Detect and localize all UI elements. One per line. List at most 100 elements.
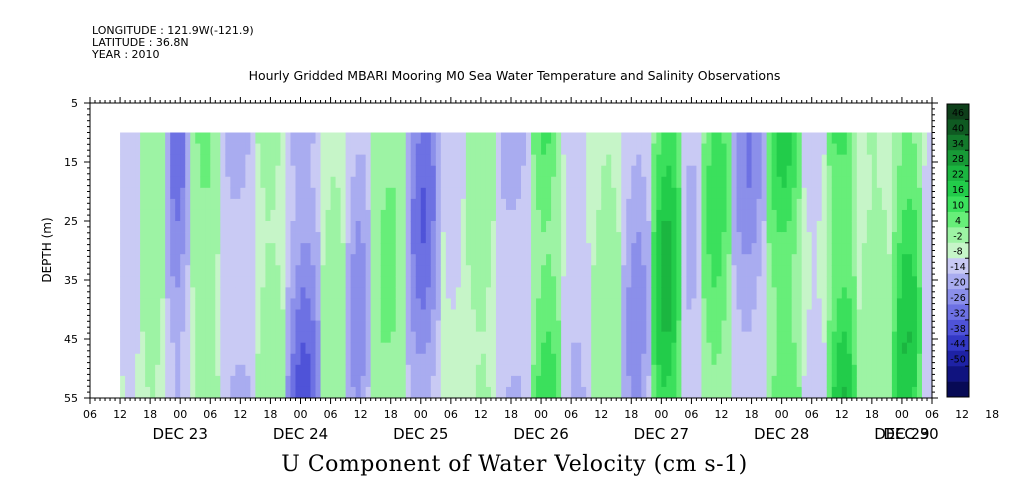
heatmap-cell <box>851 375 858 388</box>
heatmap-cell <box>305 243 311 255</box>
heatmap-cell <box>500 198 507 211</box>
heatmap-cell <box>516 276 522 288</box>
heatmap-cell <box>315 386 321 399</box>
heatmap-cell <box>726 320 732 333</box>
heatmap-cell <box>410 154 417 167</box>
heatmap-cell <box>581 187 587 200</box>
heatmap-cell <box>741 176 747 189</box>
heatmap-cell <box>420 143 427 156</box>
heatmap-cell <box>586 353 592 366</box>
heatmap-cell <box>536 320 542 333</box>
heatmap-cell <box>380 276 387 288</box>
heatmap-cell <box>415 309 422 321</box>
heatmap-cell <box>395 187 402 200</box>
heatmap-cell <box>400 221 407 233</box>
heatmap-cell <box>791 331 798 344</box>
heatmap-cell <box>340 353 347 366</box>
heatmap-cell <box>455 375 462 388</box>
heatmap-cell <box>485 375 492 388</box>
heatmap-cell <box>360 198 367 211</box>
heatmap-cell <box>856 320 863 333</box>
heatmap-cell <box>365 331 372 344</box>
heatmap-cell <box>811 364 818 377</box>
heatmap-cell <box>821 221 828 233</box>
heatmap-cell <box>365 386 372 399</box>
heatmap-cell <box>430 298 437 310</box>
heatmap-cell <box>470 187 477 200</box>
heatmap-cell <box>681 298 687 310</box>
heatmap-cell <box>160 187 166 200</box>
heatmap-cell <box>811 320 818 333</box>
heatmap-cell <box>641 165 647 178</box>
heatmap-cell <box>120 232 126 244</box>
heatmap-cell <box>626 331 632 344</box>
heatmap-cell <box>285 309 291 321</box>
heatmap-cell <box>736 154 742 167</box>
heatmap-cell <box>455 143 462 156</box>
heatmap-cell <box>796 353 803 366</box>
heatmap-cell <box>255 243 261 255</box>
heatmap-cell <box>200 209 206 222</box>
heatmap-cell <box>290 364 296 377</box>
heatmap-cell <box>375 243 382 255</box>
heatmap-cell <box>586 243 592 255</box>
heatmap-cell <box>210 176 216 189</box>
heatmap-cell <box>305 176 311 189</box>
heatmap-cell <box>801 165 808 178</box>
heatmap-cell <box>811 221 818 233</box>
heatmap-cell <box>200 198 206 211</box>
heatmap-cell <box>661 198 667 211</box>
heatmap-cell <box>250 375 256 388</box>
heatmap-cell <box>841 143 848 156</box>
heatmap-cell <box>210 187 216 200</box>
heatmap-cell <box>636 375 642 388</box>
heatmap-cell <box>576 287 582 299</box>
heatmap-cell <box>876 232 883 244</box>
heatmap-cell <box>255 320 261 333</box>
heatmap-cell <box>586 364 592 377</box>
heatmap-cell <box>781 143 788 156</box>
heatmap-cell <box>495 176 502 189</box>
heatmap-cell <box>531 187 537 200</box>
heatmap-cell <box>215 287 221 299</box>
heatmap-cell <box>365 187 372 200</box>
heatmap-cell <box>631 342 637 355</box>
heatmap-cell <box>425 276 432 288</box>
heatmap-cell <box>400 254 407 266</box>
heatmap-cell <box>170 198 176 211</box>
colorbar-swatch <box>947 350 969 367</box>
heatmap-cell <box>901 298 908 310</box>
heatmap-cell <box>781 276 788 288</box>
heatmap-cell <box>836 287 843 299</box>
heatmap-cell <box>310 165 316 178</box>
heatmap-cell <box>536 187 542 200</box>
heatmap-cell <box>150 254 156 266</box>
heatmap-cell <box>365 353 372 366</box>
heatmap-cell <box>771 265 778 277</box>
heatmap-cell <box>215 276 221 288</box>
heatmap-cell <box>576 386 582 399</box>
heatmap-cell <box>285 232 291 244</box>
heatmap-cell <box>360 176 367 189</box>
heatmap-cell <box>490 232 497 244</box>
heatmap-cell <box>891 243 898 255</box>
heatmap-cell <box>841 364 848 377</box>
heatmap-cell <box>375 298 382 310</box>
heatmap-cell <box>380 198 387 211</box>
heatmap-cell <box>891 221 898 233</box>
heatmap-cell <box>480 298 487 310</box>
heatmap-cell <box>701 187 707 200</box>
heatmap-cell <box>355 254 362 266</box>
heatmap-cell <box>696 287 702 299</box>
heatmap-cell <box>851 276 858 288</box>
heatmap-cell <box>751 276 757 288</box>
heatmap-cell <box>465 287 472 299</box>
heatmap-cell <box>706 386 712 399</box>
heatmap-cell <box>395 353 402 366</box>
heatmap-cell <box>475 198 482 211</box>
heatmap-cell <box>746 232 752 244</box>
heatmap-cell <box>320 276 326 288</box>
heatmap-cell <box>831 198 838 211</box>
heatmap-cell <box>721 243 727 255</box>
heatmap-cell <box>511 209 517 222</box>
